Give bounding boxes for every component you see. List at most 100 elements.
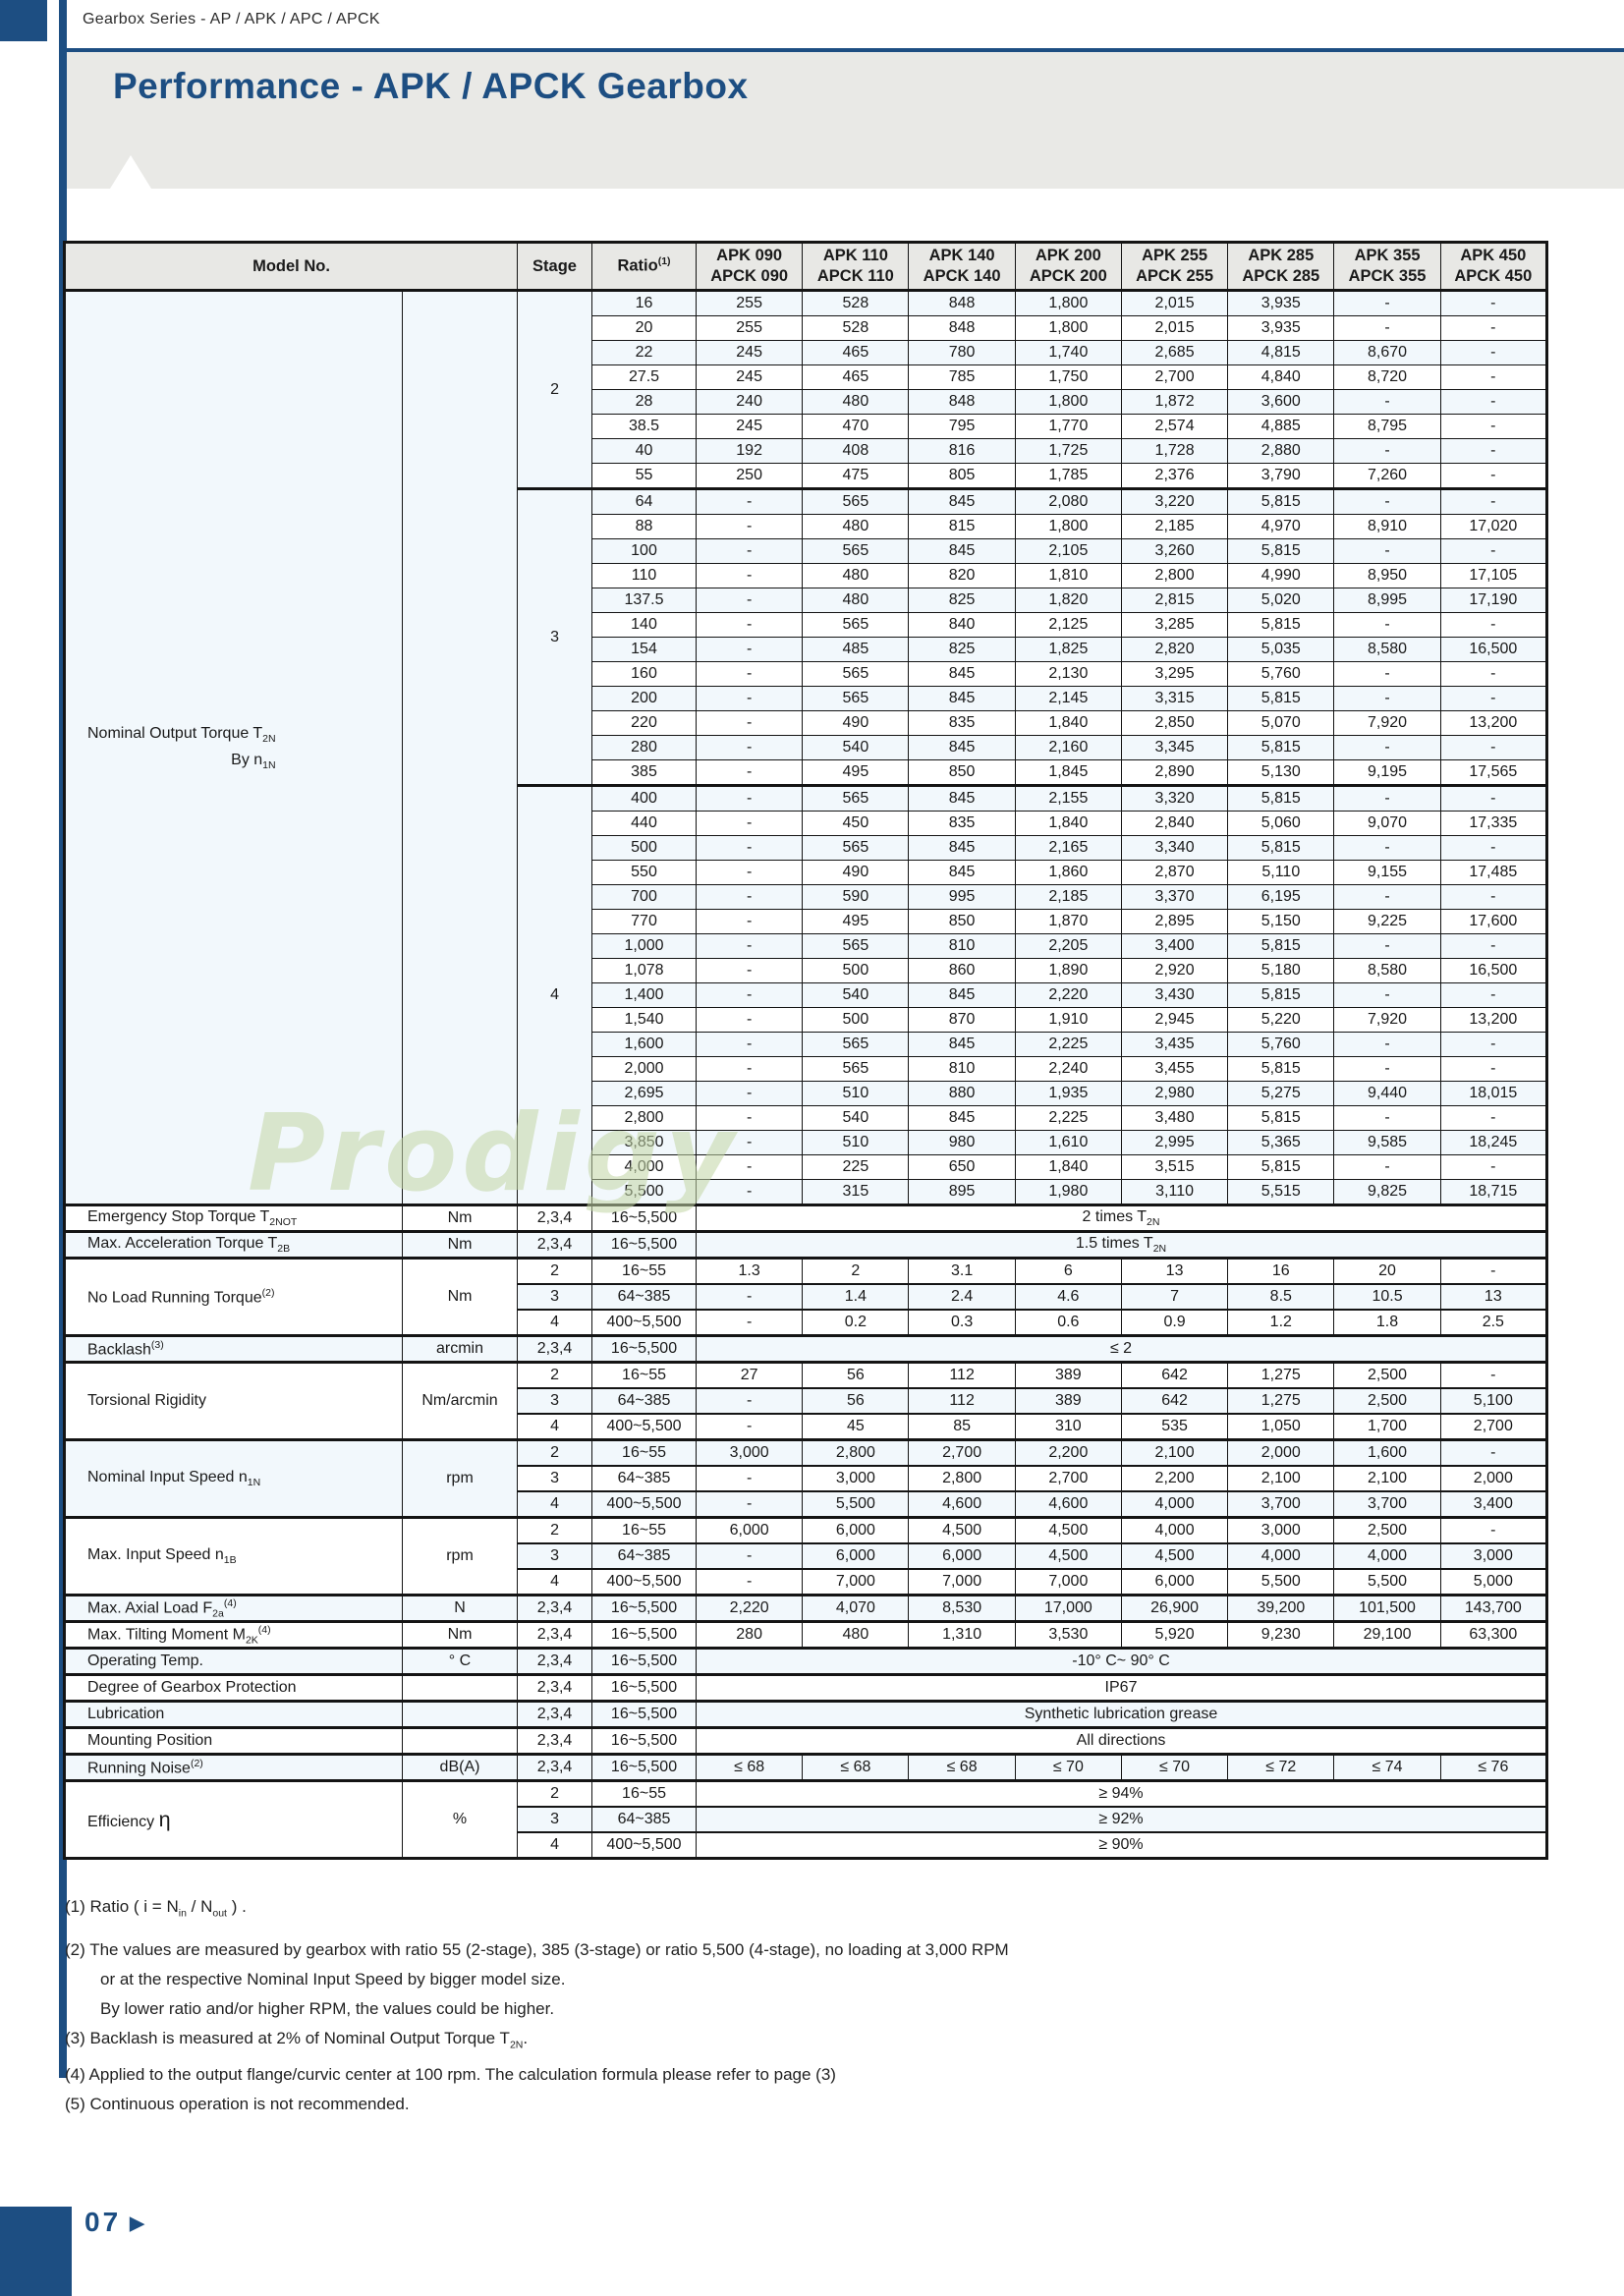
spec-row-gearbox-protection: Degree of Gearbox Protection 2,3,4 16~5,50… <box>64 1673 1547 1702</box>
value-cell: 3,530 <box>1014 1620 1122 1649</box>
ratio-cell: 64~385 <box>591 1465 698 1492</box>
value-cell: - <box>1439 438 1548 464</box>
ratio-cell: 440 <box>591 811 698 836</box>
stage-cell: 2 <box>517 290 593 489</box>
value-cell: 1.8 <box>1333 1309 1441 1336</box>
value-cell: 850 <box>908 759 1016 786</box>
value-cell: 835 <box>908 811 1016 836</box>
ratio-cell: 16~5,500 <box>591 1647 698 1675</box>
value-cell: 1,870 <box>1014 909 1122 934</box>
spec-row-nominal-input-speed: Nominal Input Speed n1N rpm 2 16~55 3,000 2,8… <box>64 1438 1548 1518</box>
value-cell: 240 <box>696 389 804 415</box>
value-cell: 5,815 <box>1227 1056 1335 1082</box>
value-cell: 0.2 <box>802 1309 910 1336</box>
stage-cell: 2,3,4 <box>517 1334 593 1363</box>
value-cell: 1,800 <box>1014 315 1122 341</box>
spec-row-operating-temp: Operating Temp. ° C 2,3,4 16~5,500 -10° C~ 9… <box>64 1647 1547 1675</box>
unit-cell: Nm <box>401 1620 519 1649</box>
torque-row: 4 400-565 845 2,155 3,320 5,815- - <box>65 784 1548 1205</box>
value-cell: - <box>696 1283 804 1311</box>
value-cell: 17,000 <box>1014 1594 1122 1622</box>
value-cell: 565 <box>802 612 910 638</box>
value-cell: 56 <box>802 1361 910 1389</box>
label-cell-no-load-running-torque: No Load Running Torque(2) <box>64 1257 403 1336</box>
value-cell: 1,050 <box>1227 1413 1335 1440</box>
ratio-cell: 2,695 <box>591 1081 698 1106</box>
value-cell: ≤ 76 <box>1439 1753 1548 1781</box>
value-cell: 4,000 <box>1120 1490 1229 1518</box>
value-cell: 8,580 <box>1333 958 1441 983</box>
value-cell: ≤ 68 <box>908 1753 1016 1781</box>
value-cell: - <box>1333 661 1441 687</box>
label-cell-max-axial-load: Max. Axial Load F2a(4) <box>64 1594 403 1622</box>
label-cell-nominal-output-torque: Nominal Output Torque T2N By n1N <box>64 290 403 1205</box>
label-cell-efficiency: Efficiency η <box>64 1779 403 1859</box>
value-cell: 1,800 <box>1014 389 1122 415</box>
value-cell: 2,200 <box>1120 1465 1229 1492</box>
value-cell: 8,580 <box>1333 637 1441 662</box>
value-cell: 7,000 <box>908 1568 1016 1596</box>
value-cell: 528 <box>802 290 910 316</box>
ratio-cell: 2,800 <box>591 1105 698 1131</box>
value-cell: 480 <box>802 389 910 415</box>
footnotes: (1) Ratio ( i = Nin / Nout ) . (2) The va… <box>65 1892 1568 2119</box>
label-cell-nominal-input-speed: Nominal Input Speed n1N <box>64 1438 403 1518</box>
value-cell: 2,685 <box>1120 340 1229 365</box>
value-cell: 2 <box>802 1257 910 1285</box>
value-cell: 4,070 <box>802 1594 910 1622</box>
stage-cell: 3 <box>517 1806 593 1833</box>
label-cell-max-tilting-moment: Max. Tilting Moment M2K(4) <box>64 1620 403 1649</box>
page-title: Performance - APK / APCK Gearbox <box>113 66 749 106</box>
value-cell: 2.5 <box>1439 1309 1548 1336</box>
spec-row-max-acceleration-torque: Max. Acceleration Torque T2B Nm 2,3,4 16~5,… <box>64 1230 1547 1259</box>
value-cell: 2,125 <box>1014 612 1122 638</box>
ratio-cell: 16~5,500 <box>591 1620 698 1649</box>
value-cell: 995 <box>908 884 1016 910</box>
up-triangle-notch <box>110 155 151 189</box>
value-cell: - <box>1439 1257 1548 1285</box>
ratio-cell: 55 <box>591 463 698 489</box>
value-cell: 495 <box>802 909 910 934</box>
value-cell: 565 <box>802 933 910 959</box>
value-cell: 9,070 <box>1333 811 1441 836</box>
value-cell: 5,035 <box>1227 637 1335 662</box>
ratio-cell: 400~5,500 <box>591 1831 698 1859</box>
label-cell-operating-temp: Operating Temp. <box>64 1647 403 1675</box>
ratio-cell: 64~385 <box>591 1283 698 1311</box>
ratio-cell: 400~5,500 <box>591 1568 698 1596</box>
value-cell: 565 <box>802 686 910 711</box>
value-cell: 8,995 <box>1333 588 1441 613</box>
value-cell: 17,600 <box>1439 909 1548 934</box>
value-cell: 9,230 <box>1227 1620 1335 1649</box>
header-model-column: APK 355 APCK 355 <box>1333 242 1441 292</box>
value-cell: 9,225 <box>1333 909 1441 934</box>
value-cell: 3,935 <box>1227 315 1335 341</box>
value-cell: - <box>1333 438 1441 464</box>
spec-row-no-load-running-torque: 3 64~385-1.4 2.4 4.6 7 8.5 10.5 13 <box>65 1283 1548 1311</box>
value-cell: - <box>696 538 804 564</box>
value-cell: 2,815 <box>1120 588 1229 613</box>
value-cell: - <box>1333 612 1441 638</box>
value-cell: 848 <box>908 290 1016 316</box>
torque-row: 440-450 835 1,840 2,840 5,060 9,070 17,335 <box>65 811 1548 836</box>
unit-cell: ° C <box>401 1647 519 1675</box>
value-cell: 17,190 <box>1439 588 1548 613</box>
value-cell: 3,285 <box>1120 612 1229 638</box>
value-cell: - <box>696 1081 804 1106</box>
stage-cell: 2,3,4 <box>517 1726 593 1755</box>
value-cell: 2,100 <box>1120 1438 1229 1467</box>
ratio-cell: 16~55 <box>591 1361 698 1389</box>
header-stage: Stage <box>517 242 593 292</box>
value-cell: 1.2 <box>1227 1309 1335 1336</box>
value-cell: 2,225 <box>1014 1105 1122 1131</box>
value-cell: 510 <box>802 1081 910 1106</box>
value-cell: - <box>1439 1516 1548 1544</box>
value-cell: - <box>1439 933 1548 959</box>
value-cell: - <box>696 1465 804 1492</box>
ratio-cell: 400 <box>591 784 698 812</box>
value-cell: - <box>1333 933 1441 959</box>
value-cell: 3,260 <box>1120 538 1229 564</box>
value-cell: 815 <box>908 514 1016 539</box>
value-cell: 845 <box>908 735 1016 760</box>
